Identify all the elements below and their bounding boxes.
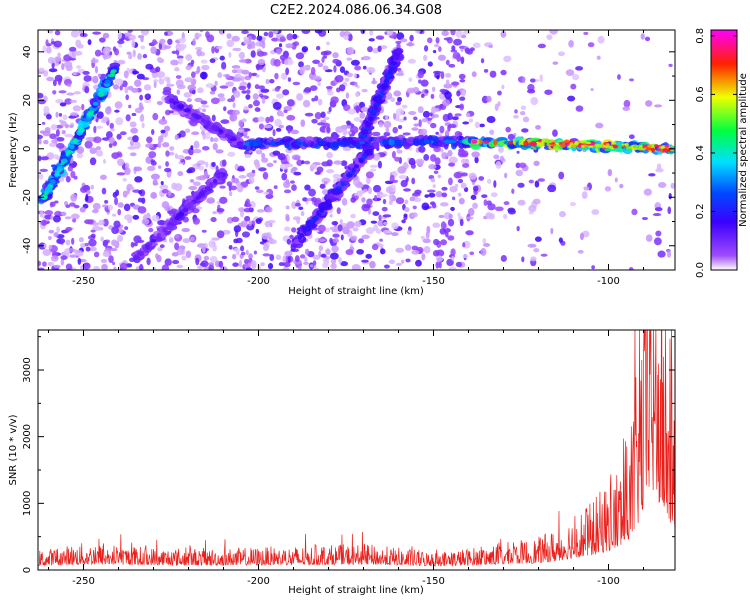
snr-ticks: -250 -200 -150 -100 0 1000 2000 3000 [22,330,675,587]
y-tick-label: -40 [22,238,33,254]
colorbar-gradient [710,29,738,271]
y-tick-label: 40 [22,45,33,58]
colorbar-tick-label: 0.4 [695,145,706,161]
figure-title: C2E2.2024.086.06.34.G08 [270,3,442,18]
spectrogram-heatmap [38,30,675,270]
x-tick-label: -100 [597,576,620,587]
colorbar-tick-label: 0.8 [695,28,706,44]
y-tick-label: 0 [22,567,33,573]
x-tick-label: -100 [597,276,620,287]
y-tick-label: 2000 [22,424,33,449]
spectrogram-y-label: Frequency (Hz) [8,112,19,188]
snr-background [38,330,675,570]
snr-panel: -250 -200 -150 -100 0 1000 2000 3000 Height of … [8,329,676,596]
y-tick-label: 3000 [22,357,33,382]
y-tick-label: -20 [22,189,33,205]
colorbar-tick-label: 0.2 [695,204,706,220]
colorbar-label: Normalized spectral amplitude [738,73,749,227]
y-tick-label: 20 [22,94,33,107]
colorbar-tick-label: 0.6 [695,86,706,102]
colorbar-tick-label: 0.0 [695,262,706,278]
x-tick-label: -150 [422,276,445,287]
x-tick-label: -150 [422,576,445,587]
snr-x-label: Height of straight line (km) [288,585,424,596]
snr-series-line [38,330,675,567]
x-tick-label: -200 [247,576,270,587]
y-tick-label: 0 [22,146,33,152]
spectrogram-x-label: Height of straight line (km) [288,286,424,297]
x-tick-label: -200 [247,276,270,287]
x-tick-label: -250 [72,276,95,287]
colorbar-ticks: 0.0 0.2 0.4 0.6 0.8 [695,28,737,278]
x-tick-label: -250 [72,576,95,587]
snr-frame [37,329,676,571]
snr-y-label: SNR (10 * v/v) [8,414,19,485]
spectrogram-frame [37,29,676,271]
y-tick-label: 1000 [22,491,33,516]
colorbar: 0.0 0.2 0.4 0.6 0.8 Normalized spectral ampl… [695,28,749,278]
